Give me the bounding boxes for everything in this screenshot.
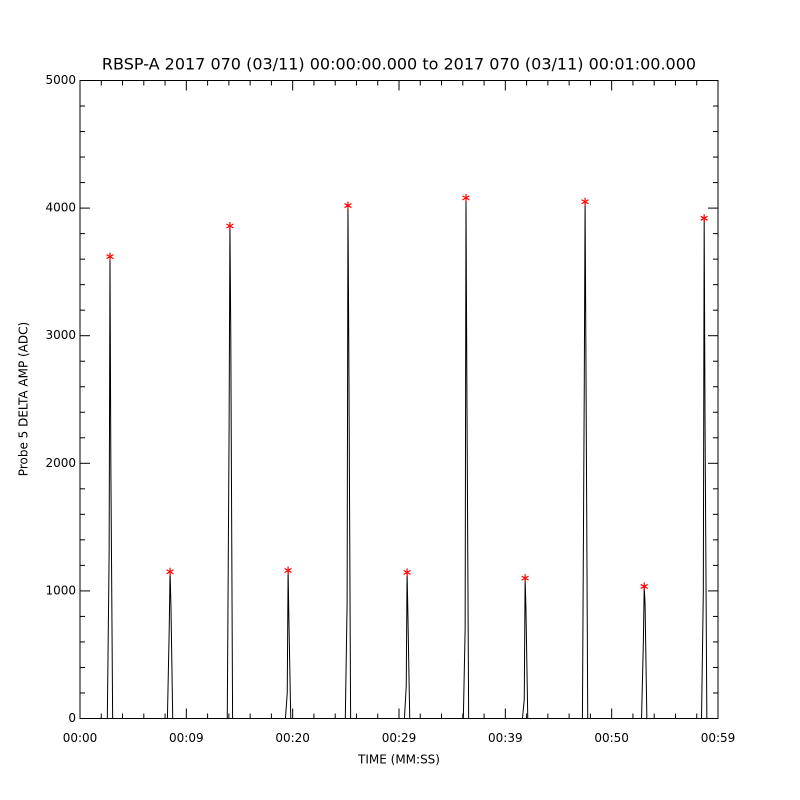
- x-tick-label: 00:39: [488, 731, 523, 745]
- peak-marker: [344, 201, 352, 210]
- peak-marker: [403, 568, 411, 577]
- peak-marker: [106, 252, 114, 261]
- x-axis-label: TIME (MM:SS): [357, 753, 440, 767]
- x-tick-label: 00:29: [382, 731, 417, 745]
- y-tick-label: 0: [68, 711, 76, 725]
- peak-marker: [700, 214, 708, 223]
- x-tick-label: 00:59: [701, 731, 736, 745]
- y-tick-label: 4000: [45, 201, 76, 215]
- peak-marker: [462, 193, 470, 202]
- peak-marker: [226, 221, 234, 230]
- y-tick-label: 1000: [45, 583, 76, 597]
- peak-marker: [581, 197, 589, 206]
- chart-title: RBSP-A 2017 070 (03/11) 00:00:00.000 to …: [102, 55, 696, 74]
- x-tick-label: 00:20: [275, 731, 310, 745]
- plot-frame: [79, 80, 719, 719]
- peak-marker: [521, 574, 529, 583]
- y-tick-label: 3000: [45, 328, 76, 342]
- y-tick-label: 5000: [45, 73, 76, 87]
- x-tick-label: 00:09: [169, 731, 204, 745]
- y-tick-label: 2000: [45, 456, 76, 470]
- x-tick-label: 00:50: [594, 731, 629, 745]
- peak-marker: [640, 582, 648, 591]
- y-axis-label: Probe 5 DELTA AMP (ADC): [17, 322, 31, 476]
- peak-marker: [166, 567, 174, 576]
- peak-marker: [284, 566, 292, 575]
- signal-line: [106, 197, 708, 719]
- x-tick-label: 00:00: [63, 731, 98, 745]
